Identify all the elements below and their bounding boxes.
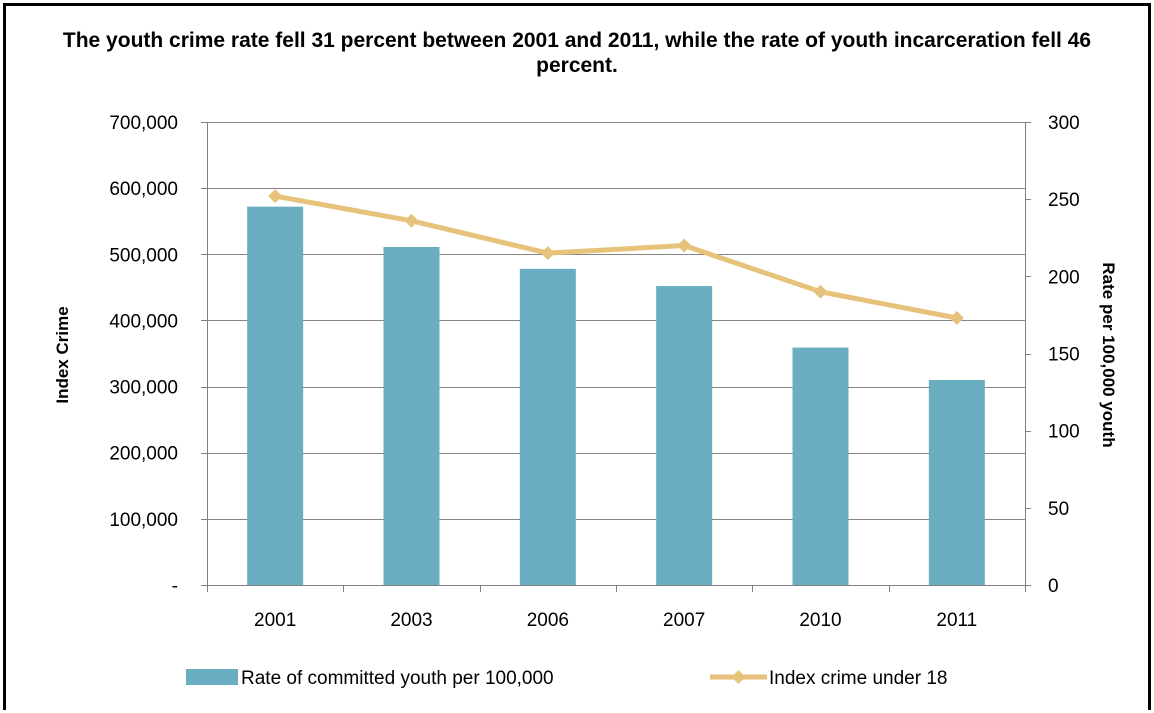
bar [792, 347, 849, 585]
left-tick-label: 500,000 [109, 245, 178, 266]
right-tick-label: 0 [1048, 576, 1059, 597]
crime-line [274, 193, 958, 321]
line-point [813, 284, 828, 299]
right-axis-title: Rate per 100,000 youth [1099, 262, 1118, 447]
left-tick-label: 700,000 [109, 113, 178, 134]
legend-line-label: Index crime under 18 [769, 668, 948, 689]
bar-series [247, 206, 985, 586]
axes [201, 122, 1031, 592]
right-tick-label: 200 [1048, 267, 1080, 288]
gridlines [207, 122, 1025, 520]
right-tick-label: 100 [1048, 422, 1080, 443]
left-tick-label: 100,000 [109, 510, 178, 531]
legend-bar-label: Rate of committed youth per 100,000 [241, 668, 554, 689]
bar [519, 268, 576, 585]
x-tick-label: 2001 [254, 610, 296, 631]
left-tick-label: - [172, 576, 178, 597]
left-tick-label: 600,000 [109, 179, 178, 200]
right-tick-label: 250 [1048, 190, 1080, 211]
right-tick-label: 150 [1048, 345, 1080, 366]
line-point [949, 311, 964, 326]
x-tick-label: 2011 [936, 610, 977, 631]
x-tick-label: 2006 [527, 610, 569, 631]
line-point [540, 246, 555, 261]
bar [383, 247, 440, 585]
chart-frame [3, 3, 1151, 710]
x-tick-label: 2007 [663, 610, 705, 631]
left-axis-title: Index Crime [53, 306, 72, 403]
x-tick-label: 2003 [390, 610, 432, 631]
left-tick-label: 400,000 [109, 311, 178, 332]
x-tick-label: 2010 [799, 610, 841, 631]
left-tick-label: 200,000 [109, 444, 178, 465]
chart-title: The youth crime rate fell 31 percent bet… [62, 29, 1092, 77]
left-tick-label: 300,000 [109, 378, 178, 399]
line-point [268, 189, 283, 204]
legend-bar-swatch [186, 669, 238, 685]
legend: Rate of committed youth per 100,000 Inde… [186, 668, 948, 689]
right-tick-label: 50 [1048, 499, 1069, 520]
line-point [404, 213, 419, 228]
line-point [677, 238, 692, 253]
bar [247, 206, 304, 586]
bar [656, 286, 713, 585]
right-tick-label: 300 [1048, 113, 1080, 134]
tick-labels: - 100,000 200,000 300,000 400,000 500,000 600,… [109, 113, 1079, 631]
line-series [268, 189, 964, 326]
legend-line-marker [731, 670, 746, 684]
bar [928, 379, 985, 585]
